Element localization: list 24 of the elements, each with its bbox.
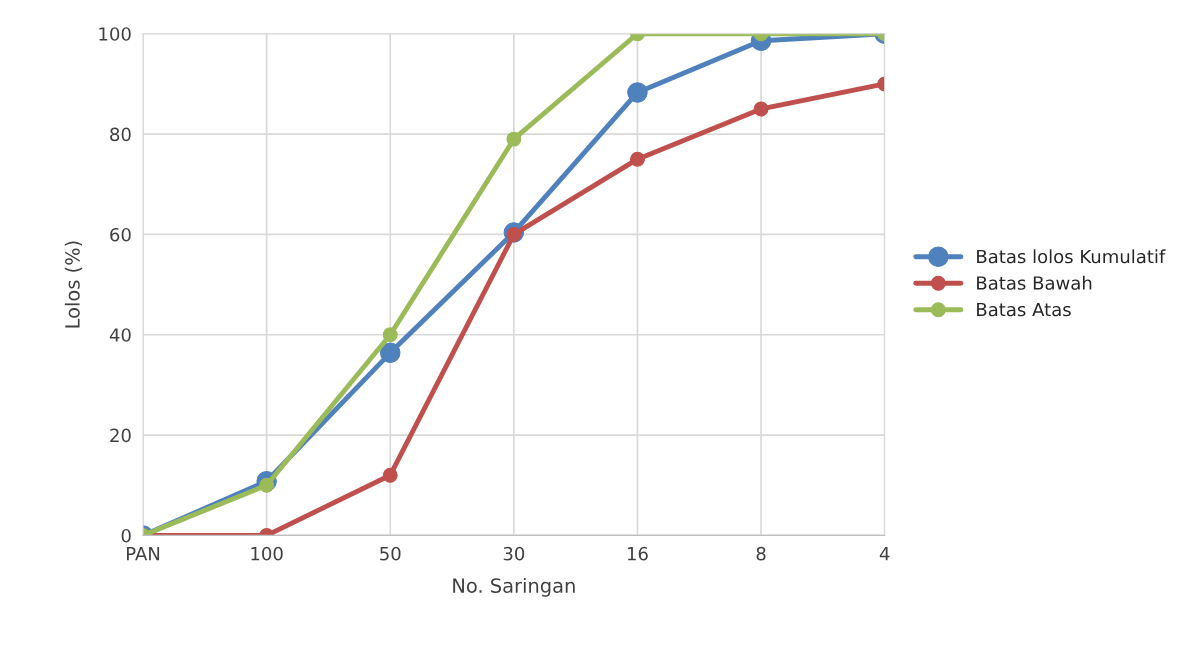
point (753, 101, 769, 117)
point (627, 82, 648, 103)
x-tick-label: 4 (879, 547, 890, 561)
legend-label: Batas lolos Kumulatif (977, 249, 1166, 264)
x-tick-label: 30 (503, 546, 525, 561)
y-tick-label: 60 (110, 227, 131, 242)
y-tick-label: 20 (110, 428, 131, 443)
y-axis-title: Lolos (%) (64, 241, 83, 328)
point (382, 327, 398, 343)
x-tick-label: 16 (627, 546, 648, 561)
point (380, 342, 401, 364)
y-tick-label: 40 (109, 328, 131, 342)
x-tick-label: 8 (756, 546, 766, 561)
point (506, 131, 522, 147)
legend-label: Batas Bawah (977, 275, 1092, 290)
y-tick-label: 100 (99, 27, 131, 41)
x-axis-title: No. Saringan (453, 577, 575, 597)
x-tick-label: 50 (380, 546, 401, 561)
point (630, 151, 645, 167)
y-tick-label: 0 (121, 528, 131, 543)
legend-label: Batas Atas (977, 302, 1071, 317)
x-tick-label: PAN (127, 547, 160, 561)
y-tick-label: 80 (110, 127, 131, 142)
x-tick-label: 100 (251, 546, 283, 561)
